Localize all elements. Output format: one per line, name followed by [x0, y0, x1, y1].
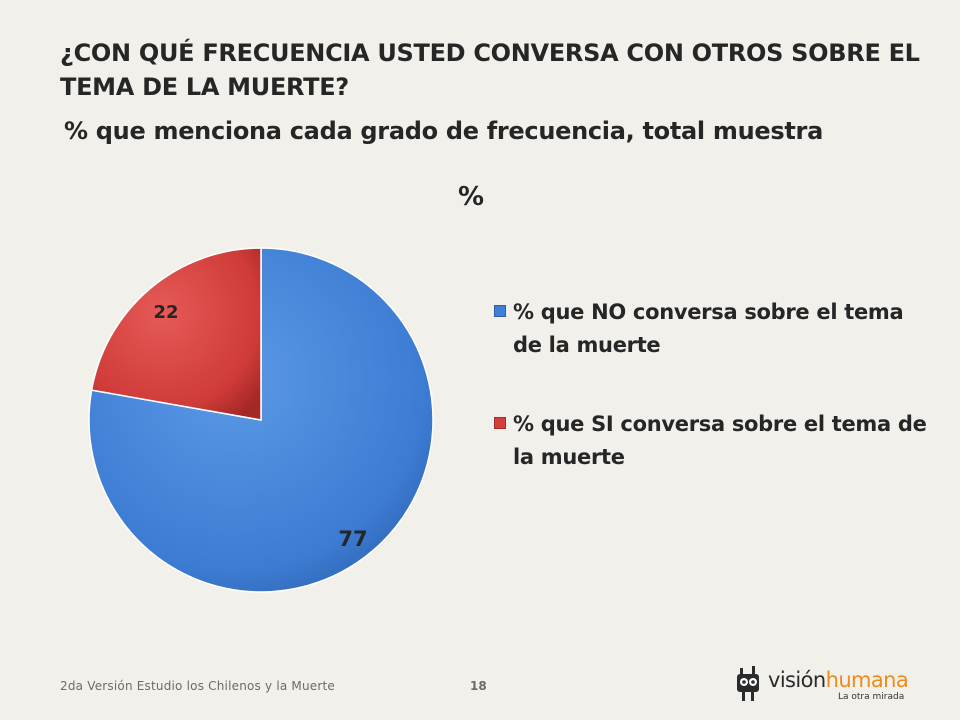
logo-tagline: La otra mirada	[838, 692, 905, 702]
logo-character-icon	[737, 666, 759, 701]
pie-data-label-0: 77	[338, 527, 367, 551]
pie-slice-1	[90, 247, 262, 421]
visionhumana-logo: visiónhumana La otra mirada	[732, 664, 922, 704]
chart-title: %	[458, 182, 485, 212]
footer-study-name: 2da Versión Estudio los Chilenos y la Mu…	[60, 679, 335, 693]
slide-title: ¿CON QUÉ FRECUENCIA USTED CONVERSA CON O…	[60, 39, 920, 101]
legend-swatch	[494, 305, 506, 317]
chart-legend: % que NO conversa sobre el tema de la mu…	[494, 296, 934, 520]
legend-item-si-conversa: % que SI conversa sobre el tema de la mu…	[494, 408, 934, 474]
legend-label: % que SI conversa sobre el tema de la mu…	[513, 412, 927, 469]
logo-text-accent: humana	[825, 668, 909, 692]
page-number: 18	[470, 679, 487, 693]
logo-text-dark: visión	[768, 668, 826, 692]
pie-data-label-1: 22	[153, 302, 178, 323]
logo-wordmark: visiónhumana	[768, 668, 909, 692]
legend-item-no-conversa: % que NO conversa sobre el tema de la mu…	[494, 296, 934, 362]
legend-label: % que NO conversa sobre el tema de la mu…	[513, 300, 904, 357]
slide-subtitle: % que menciona cada grado de frecuencia,…	[64, 117, 823, 145]
legend-swatch	[494, 417, 506, 429]
